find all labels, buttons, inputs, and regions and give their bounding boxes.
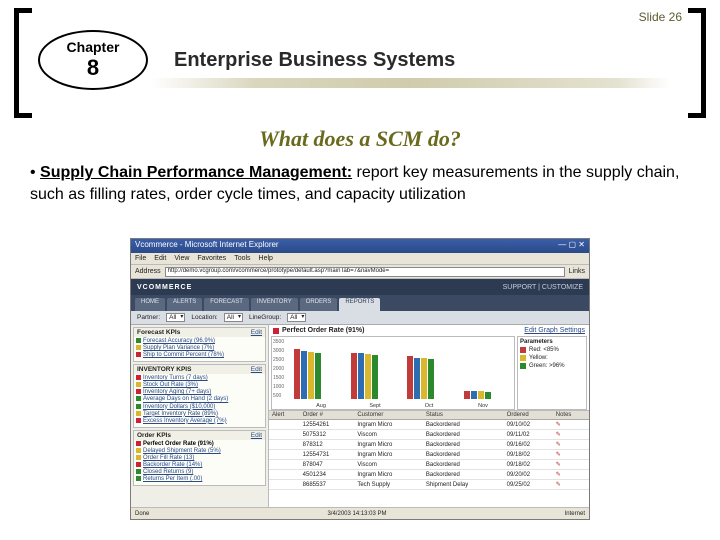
app-topnav: VCOMMERCE SUPPORT | CUSTOMIZE [131,279,589,295]
chart-settings-link[interactable]: Edit Graph Settings [524,327,585,334]
inventory-panel-title: INVENTORY KPIS [137,366,191,373]
kpi-item[interactable]: Average Days on Hand (2 days) [136,396,263,403]
window-title: Vcommerce - Microsoft Internet Explorer [135,240,279,252]
menu-item[interactable]: File [135,255,146,262]
chapter-label: Chapter [67,39,120,55]
table-header: Status [423,411,504,420]
address-bar: Address http://demo.vcgroup.com/vcommerc… [131,265,589,279]
order-edit-link[interactable]: Edit [251,432,262,439]
linegroup-label: LineGroup: [249,314,281,321]
kpi-item[interactable]: Inventory Aging (7+ days) [136,389,263,396]
brand-logo: VCOMMERCE [137,284,192,291]
chapter-oval: Chapter 8 [38,30,148,90]
order-panel-title: Order KPIs [137,432,171,439]
partner-select[interactable]: All [166,313,185,322]
kpi-item[interactable]: Target Inventory Rate (89%) [136,411,263,418]
frame-bracket-left [14,8,32,118]
tab-forecast[interactable]: FORECAST [204,298,249,311]
chart-legend: Parameters Red: <85%Yellow:Green: >96% [517,336,587,410]
kpi-item[interactable]: Order Fill Rate (13) [136,455,263,462]
forecast-panel: Forecast KPIs Edit Forecast Accuracy (96.… [133,327,266,362]
tab-reports[interactable]: REPORTS [339,298,380,311]
bar-chart: 350030002500200015001000500 AugSeptOctNo… [271,336,515,410]
table-row[interactable]: 12554731Ingram MicroBackordered09/18/02✎ [269,450,589,460]
menu-item[interactable]: Favorites [197,255,226,262]
kpi-item[interactable]: Inventory Dollars ($10,000) [136,404,263,411]
frame-bracket-right [688,8,706,118]
menu-item[interactable]: Help [259,255,273,262]
menu-item[interactable]: View [174,255,189,262]
menu-item[interactable]: Tools [234,255,250,262]
table-header: Notes [553,411,589,420]
status-timestamp: 3/4/2003 14:13:03 PM [327,511,386,517]
tab-alerts[interactable]: ALERTS [167,298,202,311]
status-done: Done [135,511,149,517]
inventory-edit-link[interactable]: Edit [251,366,262,373]
bullet-text: • Supply Chain Performance Management: r… [30,162,690,205]
title-bar: Enterprise Business Systems [150,36,670,84]
forecast-edit-link[interactable]: Edit [251,329,262,336]
location-label: Location: [191,314,217,321]
partner-label: Partner: [137,314,160,321]
forecast-panel-title: Forecast KPIs [137,329,180,336]
table-header: Customer [354,411,423,420]
orders-table: AlertOrder #CustomerStatusOrderedNotes 1… [269,410,589,507]
status-bar: Done 3/4/2003 14:13:03 PM Internet [131,507,589,519]
table-header: Order # [300,411,355,420]
chart-title: Perfect Order Rate (91%) [282,327,364,334]
window-titlebar: Vcommerce - Microsoft Internet Explorer … [131,239,589,253]
table-row[interactable]: 8685537Tech SupplyShipment Delay09/25/02… [269,480,589,490]
kpi-item[interactable]: Returns Per Item (.00) [136,476,263,483]
kpi-item[interactable]: Ship to Commit Percent (78%) [136,352,263,359]
address-label: Address [135,268,161,275]
tab-strip: HOMEALERTSFORECASTINVENTORYORDERSREPORTS [131,295,589,311]
legend-title: Parameters [520,339,584,345]
chart-status-icon [273,328,279,334]
tab-orders[interactable]: ORDERS [300,298,338,311]
kpi-item[interactable]: Inventory Turns (7 days) [136,375,263,382]
kpi-item[interactable]: Supply Plan Variance (7%) [136,345,263,352]
chapter-number: 8 [87,55,99,81]
kpi-item[interactable]: Stock Out Rate (3%) [136,382,263,389]
table-row[interactable]: 4501234Ingram MicroBackordered09/20/02✎ [269,470,589,480]
bullet-lead: Supply Chain Performance Management: [40,164,352,181]
slide-question: What does a SCM do? [0,126,720,152]
linegroup-select[interactable]: All [287,313,306,322]
tab-home[interactable]: HOME [135,298,165,311]
right-column: Perfect Order Rate (91%) Edit Graph Sett… [269,325,589,507]
page-title: Enterprise Business Systems [174,49,455,72]
kpi-item[interactable]: Closed Returns (9) [136,469,263,476]
inventory-panel: INVENTORY KPIS Edit Inventory Turns (7 da… [133,364,266,428]
topnav-right: SUPPORT | CUSTOMIZE [503,284,583,291]
table-row[interactable]: 878047ViscomBackordered09/18/02✎ [269,460,589,470]
order-panel: Order KPIs Edit Perfect Order Rate (91%)D… [133,430,266,486]
status-zone: Internet [565,511,585,517]
table-row[interactable]: 878312Ingram MicroBackordered09/16/02✎ [269,440,589,450]
left-column: Forecast KPIs Edit Forecast Accuracy (96.… [131,325,269,507]
kpi-item[interactable]: Backorder Rate (14%) [136,462,263,469]
filter-bar: Partner: All Location: All LineGroup: Al… [131,311,589,325]
table-row[interactable]: 12554261Ingram MicroBackordered09/10/02✎ [269,420,589,430]
browser-menubar: File Edit View Favorites Tools Help [131,253,589,265]
kpi-item[interactable]: Excess Inventory Average (7%) [136,418,263,425]
location-select[interactable]: All [224,313,243,322]
embedded-screenshot: Vcommerce - Microsoft Internet Explorer … [130,238,590,520]
table-row[interactable]: 5075312ViscomBackordered09/11/02✎ [269,430,589,440]
kpi-item[interactable]: Perfect Order Rate (91%) [136,441,263,448]
menu-item[interactable]: Edit [154,255,166,262]
kpi-item[interactable]: Delayed Shipment Rate (5%) [136,448,263,455]
slide-number: Slide 26 [639,10,682,24]
table-header: Ordered [504,411,553,420]
window-controls: — ▢ ✕ [558,240,585,252]
tab-inventory[interactable]: INVENTORY [251,298,298,311]
chart-header: Perfect Order Rate (91%) Edit Graph Sett… [269,325,589,336]
links-label: Links [569,268,585,275]
table-header: Alert [269,411,300,420]
address-input[interactable]: http://demo.vcgroup.com/vcommerce/protot… [165,267,565,277]
kpi-item[interactable]: Forecast Accuracy (96.9%) [136,338,263,345]
